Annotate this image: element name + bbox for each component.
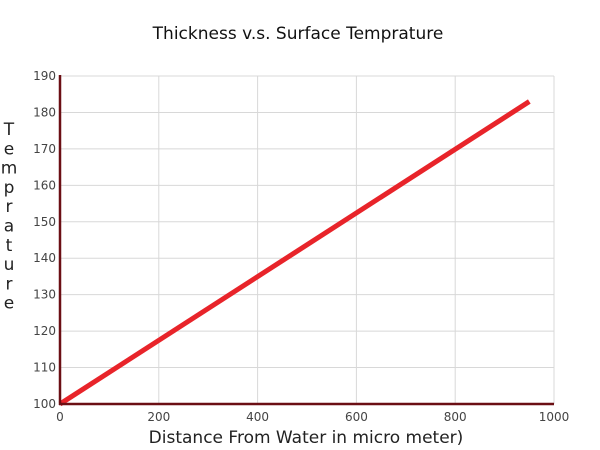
y-tick-label: 140 xyxy=(33,251,56,265)
series xyxy=(58,99,531,407)
chart-title: Thickness v.s. Surface Temprature xyxy=(152,24,444,44)
y-axis-label-letter: a xyxy=(4,217,14,237)
y-tick-label: 100 xyxy=(33,397,56,411)
y-axis-label-letter: t xyxy=(6,236,13,256)
x-tick-label: 1000 xyxy=(539,410,570,424)
y-axis-label-letter: r xyxy=(6,197,13,217)
y-axis-label-letter: T xyxy=(3,120,15,140)
y-axis-label-letter: e xyxy=(4,139,14,159)
axes xyxy=(58,75,554,406)
y-axis-label-letter: p xyxy=(4,178,15,198)
series-line xyxy=(58,99,531,407)
y-tick-label: 120 xyxy=(33,324,56,338)
y-tick-label: 190 xyxy=(33,69,56,83)
y-axis-label-letter: m xyxy=(1,159,18,179)
tick-labels: 100 110 120 130 140 150 160 170 180 190 0 200 400 600… xyxy=(33,69,569,424)
y-axis-label-letter: u xyxy=(4,255,15,275)
x-tick-label: 400 xyxy=(246,410,269,424)
y-axis-label: Temprature xyxy=(1,120,18,314)
y-tick-label: 170 xyxy=(33,142,56,156)
y-tick-label: 160 xyxy=(33,178,56,192)
x-tick-label: 0 xyxy=(56,410,64,424)
y-tick-label: 110 xyxy=(33,361,56,375)
y-tick-label: 130 xyxy=(33,288,56,302)
y-axis-label-letter: r xyxy=(6,274,13,294)
x-tick-label: 200 xyxy=(147,410,170,424)
y-axis-label-letter: e xyxy=(4,294,14,314)
y-tick-label: 180 xyxy=(33,105,56,119)
x-axis-label: Distance From Water in micro meter) xyxy=(149,428,464,448)
x-tick-label: 600 xyxy=(345,410,368,424)
y-tick-label: 150 xyxy=(33,215,56,229)
x-tick-label: 800 xyxy=(444,410,467,424)
